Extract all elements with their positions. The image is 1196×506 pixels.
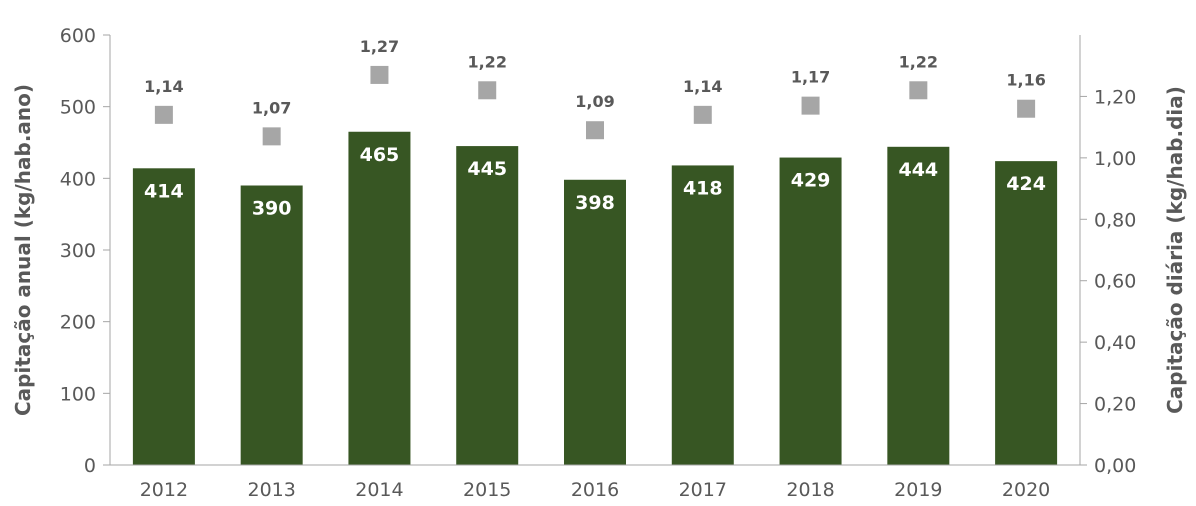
bar-value-label: 390 — [252, 198, 292, 220]
bar — [887, 146, 950, 466]
point-value-label: 1,14 — [683, 77, 722, 96]
x-axis-tick-label: 2014 — [355, 479, 403, 501]
right-axis-title: Capitação diária (kg/hab.dia) — [1163, 86, 1187, 414]
x-axis-ticks: 2012 2013 2014 2015 2016 2017 2018 2019 2020 — [140, 479, 1051, 501]
x-axis-tick-label: 2012 — [140, 479, 188, 501]
x-axis-tick-label: 2020 — [1002, 479, 1050, 501]
point-value-label: 1,16 — [1006, 71, 1045, 90]
x-axis-tick-label: 2016 — [571, 479, 619, 501]
right-axis-tick-label: 1,00 — [1094, 148, 1136, 170]
right-axis-tick-label: 0,80 — [1094, 209, 1136, 231]
point-value-label: 1,17 — [791, 68, 830, 87]
bar — [564, 179, 626, 465]
point-marker — [154, 105, 173, 124]
bar-value-label: 465 — [360, 144, 400, 166]
point-marker — [909, 81, 928, 100]
point-series: 1,14 1,07 1,27 1,22 1,09 1,14 1,17 1,22 1,16 — [144, 37, 1046, 146]
point-marker — [262, 127, 281, 146]
point-marker — [693, 105, 712, 124]
bar-value-label: 429 — [791, 170, 831, 192]
right-axis-tick-label: 0,00 — [1094, 455, 1136, 477]
point-marker — [370, 65, 389, 84]
left-axis-title: Capitação anual (kg/hab.ano) — [11, 84, 35, 416]
bar — [779, 157, 842, 466]
bar-series: 414 390 465 445 398 418 429 444 424 — [132, 131, 1058, 466]
point-marker — [1017, 99, 1036, 118]
bar-value-label: 398 — [575, 192, 615, 214]
point-marker — [801, 96, 820, 115]
left-axis-tick-label: 0 — [84, 455, 96, 477]
x-axis-tick-label: 2013 — [247, 479, 295, 501]
right-axis-ticks: 0,00 0,20 0,40 0,60 0,80 1,00 1,20 — [1080, 86, 1136, 477]
x-axis-tick-label: 2019 — [894, 479, 942, 501]
bar-value-label: 418 — [683, 177, 723, 199]
right-axis-tick-label: 0,20 — [1094, 394, 1136, 416]
left-axis-tick-label: 300 — [60, 240, 96, 262]
point-value-label: 1,22 — [467, 52, 506, 71]
x-axis-tick-label: 2018 — [786, 479, 834, 501]
point-value-label: 1,27 — [360, 37, 399, 56]
left-axis-tick-label: 600 — [60, 25, 96, 47]
right-axis-tick-label: 0,40 — [1094, 332, 1136, 354]
left-axis-tick-label: 200 — [60, 312, 96, 334]
point-value-label: 1,22 — [899, 52, 938, 71]
bar — [132, 168, 195, 466]
bar — [240, 185, 303, 465]
bar — [995, 161, 1058, 465]
left-axis-ticks: 0 100 200 300 400 500 600 — [60, 25, 110, 477]
x-axis-tick-label: 2015 — [463, 479, 511, 501]
right-axis-tick-label: 1,20 — [1094, 86, 1136, 108]
bar-value-label: 444 — [898, 159, 938, 181]
point-marker — [478, 81, 497, 100]
point-value-label: 1,07 — [252, 98, 291, 117]
point-value-label: 1,09 — [575, 92, 614, 111]
left-axis-tick-label: 100 — [60, 383, 96, 405]
right-axis-tick-label: 0,60 — [1094, 271, 1136, 293]
point-marker — [586, 121, 604, 140]
left-axis-tick-label: 400 — [60, 168, 96, 190]
bar-value-label: 414 — [144, 180, 184, 202]
bar — [671, 165, 734, 465]
left-axis-tick-label: 500 — [60, 97, 96, 119]
bar-value-label: 445 — [467, 158, 507, 180]
point-value-label: 1,14 — [144, 77, 183, 96]
bar — [348, 131, 411, 465]
bar-value-label: 424 — [1006, 173, 1046, 195]
bar — [456, 146, 519, 466]
x-axis-tick-label: 2017 — [679, 479, 727, 501]
